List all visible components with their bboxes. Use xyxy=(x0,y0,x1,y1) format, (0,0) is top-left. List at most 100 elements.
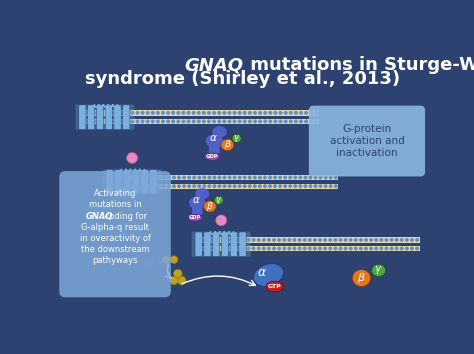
Circle shape xyxy=(309,176,312,179)
FancyBboxPatch shape xyxy=(221,232,228,256)
Circle shape xyxy=(228,184,232,188)
Circle shape xyxy=(100,111,104,115)
Circle shape xyxy=(415,246,419,251)
Circle shape xyxy=(151,119,155,124)
FancyBboxPatch shape xyxy=(106,175,338,180)
Circle shape xyxy=(318,246,322,251)
Circle shape xyxy=(216,238,220,242)
Circle shape xyxy=(187,184,191,188)
Circle shape xyxy=(400,238,404,242)
Circle shape xyxy=(349,246,353,251)
FancyBboxPatch shape xyxy=(114,105,121,130)
Circle shape xyxy=(231,246,235,251)
Circle shape xyxy=(197,176,201,179)
Circle shape xyxy=(369,238,373,242)
Circle shape xyxy=(217,111,221,115)
Circle shape xyxy=(390,238,393,242)
Circle shape xyxy=(233,184,237,188)
Circle shape xyxy=(252,238,255,242)
Circle shape xyxy=(278,176,282,179)
Circle shape xyxy=(298,176,302,179)
Circle shape xyxy=(246,238,251,242)
Circle shape xyxy=(207,176,211,179)
Circle shape xyxy=(278,184,282,188)
FancyBboxPatch shape xyxy=(79,105,86,130)
Circle shape xyxy=(228,119,231,124)
Circle shape xyxy=(410,238,414,242)
Circle shape xyxy=(338,238,343,242)
Circle shape xyxy=(268,119,273,124)
Text: mutations in: mutations in xyxy=(89,200,141,209)
Circle shape xyxy=(287,238,292,242)
Circle shape xyxy=(263,111,267,115)
Circle shape xyxy=(384,238,388,242)
Circle shape xyxy=(273,176,277,179)
Circle shape xyxy=(161,119,165,124)
Circle shape xyxy=(313,176,318,179)
Circle shape xyxy=(241,238,246,242)
Text: in overactivity of: in overactivity of xyxy=(80,234,151,243)
Circle shape xyxy=(212,111,216,115)
Circle shape xyxy=(152,184,156,188)
Circle shape xyxy=(233,119,237,124)
Circle shape xyxy=(328,238,332,242)
Circle shape xyxy=(253,176,257,179)
Circle shape xyxy=(105,119,109,124)
Circle shape xyxy=(151,111,155,115)
Circle shape xyxy=(328,184,333,188)
Circle shape xyxy=(248,184,252,188)
Circle shape xyxy=(170,256,178,263)
Circle shape xyxy=(182,184,186,188)
Circle shape xyxy=(349,238,353,242)
Circle shape xyxy=(248,119,252,124)
Circle shape xyxy=(405,246,409,251)
Circle shape xyxy=(298,238,301,242)
Circle shape xyxy=(216,215,227,226)
Circle shape xyxy=(253,184,257,188)
Circle shape xyxy=(287,246,292,251)
Circle shape xyxy=(288,176,292,179)
Circle shape xyxy=(410,246,414,251)
Ellipse shape xyxy=(203,201,216,212)
Text: GDP: GDP xyxy=(189,215,201,220)
Circle shape xyxy=(258,119,262,124)
Circle shape xyxy=(282,238,286,242)
Circle shape xyxy=(344,246,347,251)
Circle shape xyxy=(248,111,252,115)
Circle shape xyxy=(268,184,272,188)
Circle shape xyxy=(191,119,196,124)
Circle shape xyxy=(156,111,160,115)
FancyBboxPatch shape xyxy=(132,170,139,194)
Circle shape xyxy=(298,184,302,188)
Circle shape xyxy=(146,176,151,179)
Circle shape xyxy=(258,111,262,115)
Circle shape xyxy=(304,119,308,124)
Circle shape xyxy=(187,176,191,179)
Circle shape xyxy=(293,184,297,188)
Circle shape xyxy=(106,176,110,179)
Circle shape xyxy=(334,176,338,179)
Circle shape xyxy=(111,184,115,188)
Circle shape xyxy=(218,184,221,188)
FancyBboxPatch shape xyxy=(209,144,219,154)
Circle shape xyxy=(131,176,136,179)
Circle shape xyxy=(222,119,226,124)
Circle shape xyxy=(192,184,196,188)
Circle shape xyxy=(142,184,146,188)
Text: $\alpha$: $\alpha$ xyxy=(257,266,267,279)
Circle shape xyxy=(277,246,281,251)
Circle shape xyxy=(202,111,206,115)
Circle shape xyxy=(140,119,145,124)
Circle shape xyxy=(236,246,240,251)
Circle shape xyxy=(237,111,242,115)
Text: coding for: coding for xyxy=(102,212,147,221)
Circle shape xyxy=(125,111,129,115)
Circle shape xyxy=(248,176,252,179)
Circle shape xyxy=(127,153,137,163)
Circle shape xyxy=(162,184,166,188)
Circle shape xyxy=(237,184,242,188)
Circle shape xyxy=(186,111,191,115)
Circle shape xyxy=(313,184,318,188)
Circle shape xyxy=(212,119,216,124)
Circle shape xyxy=(136,111,139,115)
